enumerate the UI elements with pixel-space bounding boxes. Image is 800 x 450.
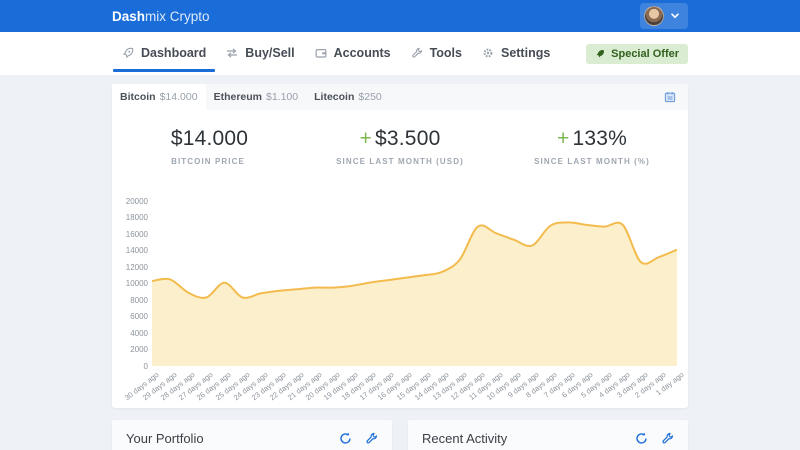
tab-name: Litecoin — [314, 91, 355, 103]
nav-item-buy-sell[interactable]: Buy/Sell — [216, 38, 304, 70]
rocket-offer-icon — [596, 49, 605, 57]
y-tick-label: 8000 — [130, 295, 148, 305]
tab-ethereum[interactable]: Ethereum $1.100 — [206, 84, 307, 110]
tab-price: $250 — [358, 91, 382, 103]
nav-item-settings[interactable]: Settings — [472, 38, 560, 70]
tab-name: Bitcoin — [120, 91, 156, 103]
y-tick-label: 0 — [143, 361, 148, 371]
y-tick-label: 18000 — [125, 213, 148, 222]
crypto-prices-card: Bitcoin $14.000 Ethereum $1.100 Litecoin… — [112, 84, 688, 408]
tab-name: Ethereum — [213, 91, 262, 103]
rocket-icon — [122, 47, 134, 58]
nav-label: Accounts — [333, 45, 391, 60]
stat-label: SINCE LAST MONTH (%) — [534, 157, 650, 166]
chevron-down-icon — [671, 13, 679, 19]
brand-logo[interactable]: Dashmix Crypto — [112, 9, 210, 24]
topbar: Dashmix Crypto — [0, 0, 800, 32]
portfolio-panel-header: Your Portfolio — [112, 420, 392, 450]
price-line — [152, 221, 678, 299]
nav-label: Tools — [429, 45, 462, 60]
stat-change-usd: + $3.500 SINCE LAST MONTH (USD) — [304, 127, 496, 166]
calendar-icon[interactable] — [664, 91, 676, 103]
nav-label: Dashboard — [141, 45, 207, 60]
y-tick-label: 20000 — [125, 196, 148, 206]
stat-plus: + — [359, 127, 373, 150]
area-fill — [152, 222, 677, 366]
exchange-icon — [227, 47, 238, 58]
brand-bold: Dash — [112, 8, 146, 24]
y-tick-label: 14000 — [125, 246, 148, 255]
y-tick-label: 12000 — [125, 262, 148, 272]
tab-bitcoin[interactable]: Bitcoin $14.000 — [112, 84, 206, 110]
tab-litecoin[interactable]: Litecoin $250 — [306, 84, 390, 110]
brand-rest: mix Crypto — [145, 8, 210, 24]
tab-price: $1.100 — [266, 91, 299, 103]
wrench-icon — [411, 47, 422, 58]
activity-panel: Recent Activity — [408, 420, 688, 450]
wallet-icon — [315, 48, 327, 58]
stat-plus: + — [557, 127, 570, 150]
panel-title: Your Portfolio — [126, 431, 204, 446]
y-tick-label: 10000 — [125, 279, 148, 288]
stat-label: SINCE LAST MONTH (USD) — [336, 157, 464, 166]
refresh-button[interactable] — [339, 432, 352, 445]
special-offer-button[interactable]: Special Offer — [586, 43, 688, 64]
nav-items: Dashboard Buy/Sell Accounts Tools Settin… — [112, 38, 560, 72]
bitcoin-price-chart: 20000 18000 16000 14000 12000 10000 8000 6000 40… — [112, 194, 688, 403]
portfolio-panel: Your Portfolio — [112, 420, 392, 450]
nav-item-dashboard[interactable]: Dashboard — [112, 38, 216, 72]
stat-change-percent: +133% SINCE LAST MONTH (%) — [496, 127, 688, 166]
refresh-button[interactable] — [635, 432, 648, 445]
gear-icon — [483, 48, 493, 57]
nav-item-accounts[interactable]: Accounts — [305, 38, 401, 70]
tab-price: $14.000 — [159, 91, 198, 103]
page-content: Bitcoin $14.000 Ethereum $1.100 Litecoin… — [0, 84, 800, 450]
y-tick-label: 4000 — [130, 328, 148, 338]
nav-item-tools[interactable]: Tools — [401, 38, 472, 70]
y-tick-label: 16000 — [125, 229, 148, 239]
bottom-panels: Your Portfolio Recent Activity — [112, 420, 688, 450]
stat-value: $3.500 — [375, 127, 441, 150]
activity-panel-header: Recent Activity — [408, 420, 688, 450]
chart-area-series — [152, 221, 678, 366]
price-tabs: Bitcoin $14.000 Ethereum $1.100 Litecoin… — [112, 84, 688, 110]
panel-options-button[interactable] — [661, 432, 674, 445]
panel-options-button[interactable] — [365, 432, 378, 445]
nav-label: Buy/Sell — [245, 45, 295, 60]
stats-row: $14.000 BITCOIN PRICE + $3.500 SINCE LAST… — [112, 110, 688, 166]
user-menu-button[interactable] — [640, 3, 688, 29]
stat-label: BITCOIN PRICE — [171, 157, 245, 166]
y-tick-label: 2000 — [130, 345, 148, 354]
nav-label: Settings — [500, 45, 551, 60]
special-offer-label: Special Offer — [611, 47, 679, 60]
y-tick-label: 6000 — [130, 312, 148, 321]
panel-title: Recent Activity — [422, 431, 508, 446]
stat-value: 133% — [572, 127, 627, 150]
stat-bitcoin-price: $14.000 BITCOIN PRICE — [112, 127, 304, 166]
stat-value: $14.000 — [170, 127, 249, 150]
avatar — [644, 6, 664, 26]
main-nav: Dashboard Buy/Sell Accounts Tools Settin… — [0, 32, 800, 75]
